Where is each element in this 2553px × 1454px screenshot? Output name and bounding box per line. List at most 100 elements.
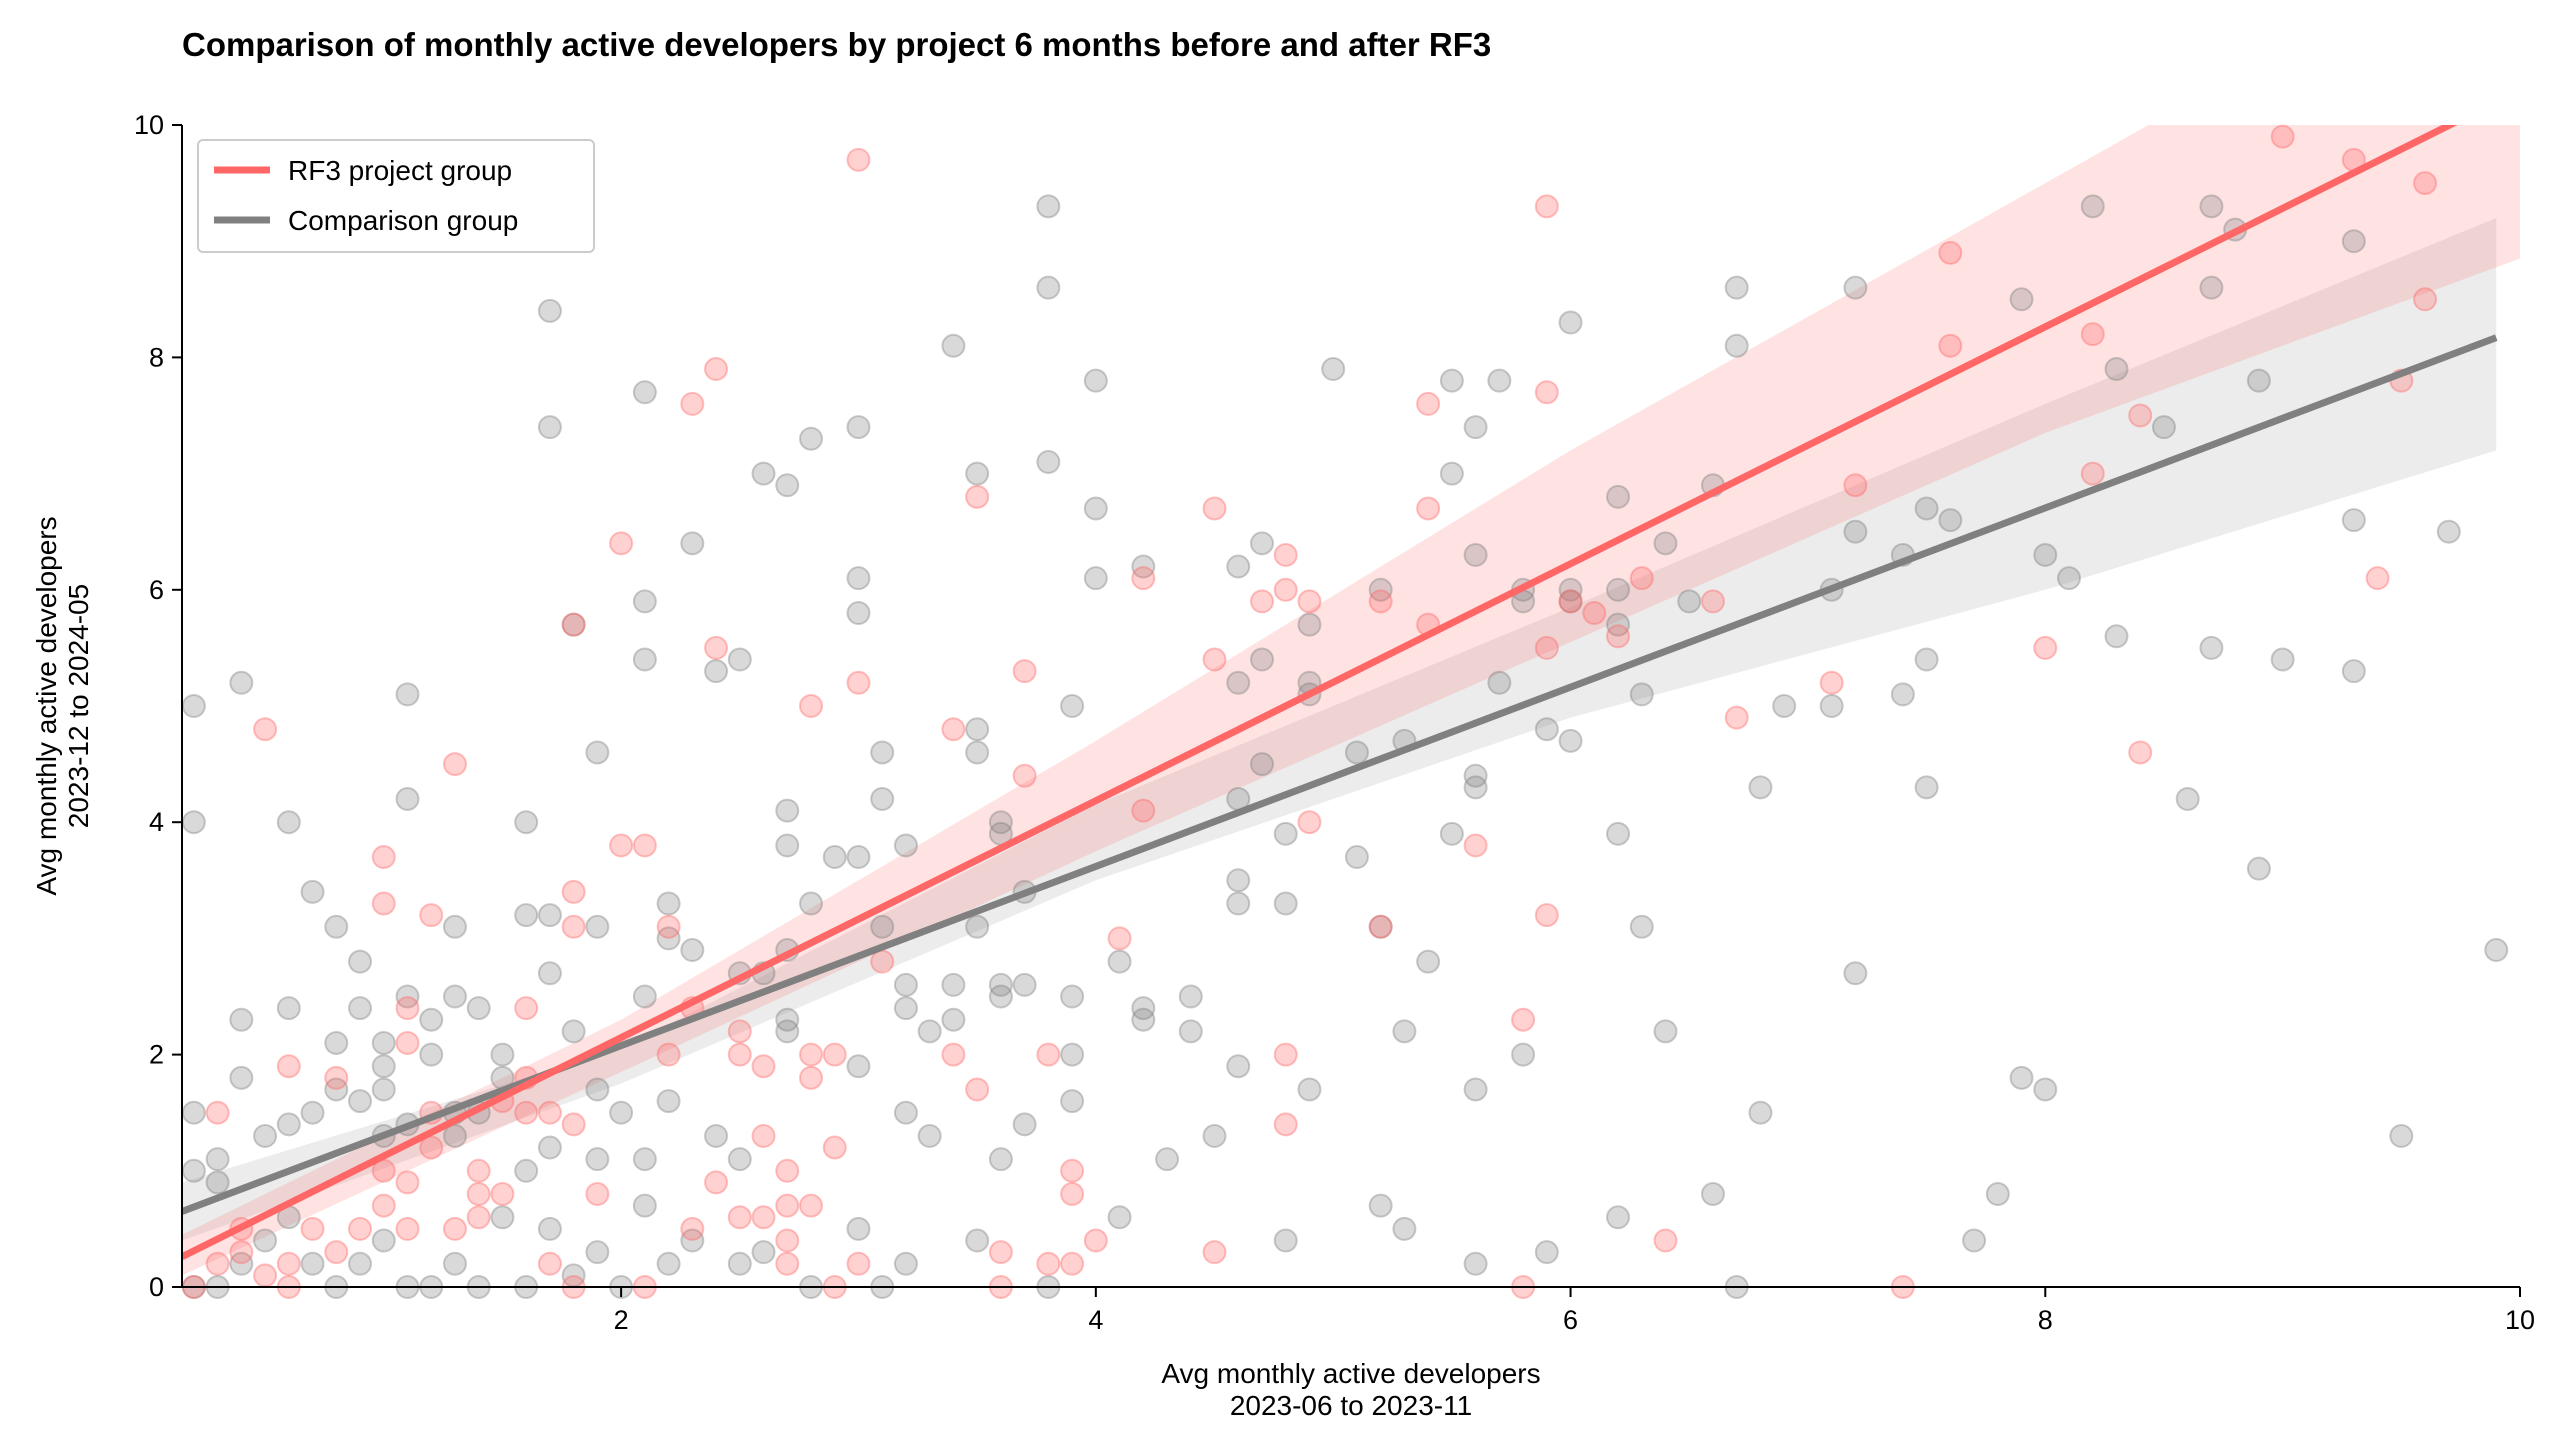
data-point-series-1 <box>205 1170 230 1195</box>
data-point-series-0 <box>490 1182 515 1207</box>
data-point-series-1 <box>1700 1182 1725 1207</box>
data-point-series-0 <box>1724 705 1749 730</box>
data-point-series-0 <box>680 391 705 416</box>
data-point-series-0 <box>1653 1228 1678 1253</box>
data-point-series-0 <box>229 1240 254 1265</box>
data-point-series-0 <box>1273 577 1298 602</box>
data-point-series-1 <box>2484 938 2509 963</box>
data-point-series-1 <box>2009 287 2034 312</box>
data-point-series-1 <box>1060 984 1085 1009</box>
data-point-series-0 <box>846 147 871 172</box>
data-point-series-0 <box>775 1228 800 1253</box>
data-point-series-1 <box>395 786 420 811</box>
data-point-series-1 <box>1463 775 1488 800</box>
data-point-series-1 <box>1843 961 1868 986</box>
data-point-series-1 <box>537 961 562 986</box>
data-point-series-0 <box>988 1240 1013 1265</box>
data-point-series-1 <box>1606 612 1631 637</box>
data-point-series-1 <box>2033 542 2058 567</box>
data-point-series-0 <box>704 1170 729 1195</box>
data-point-series-0 <box>561 612 586 637</box>
data-point-series-1 <box>1487 670 1512 695</box>
data-point-series-1 <box>1439 821 1464 846</box>
data-point-series-1 <box>514 810 539 835</box>
ci-band-series-1 <box>182 217 2497 1241</box>
data-point-series-1 <box>2436 519 2461 544</box>
data-point-series-1 <box>514 1158 539 1183</box>
data-point-series-0 <box>466 1158 491 1183</box>
data-point-series-0 <box>656 1042 681 1067</box>
data-point-series-1 <box>1226 554 1251 579</box>
data-point-series-1 <box>1273 821 1298 846</box>
y-tick-label: 8 <box>149 342 164 372</box>
data-point-series-1 <box>1392 1216 1417 1241</box>
data-point-series-0 <box>1273 542 1298 567</box>
data-point-series-1 <box>1344 845 1369 870</box>
data-point-series-1 <box>965 740 990 765</box>
data-point-series-1 <box>727 647 752 672</box>
data-point-series-0 <box>1036 1042 1061 1067</box>
data-point-series-1 <box>229 1251 254 1276</box>
data-point-series-1 <box>917 1123 942 1148</box>
data-point-series-1 <box>348 996 373 1021</box>
axes: 2 4 6 8 10 0 2 4 6 8 10 Avg monthly active develope… <box>31 110 2535 1421</box>
data-point-series-1 <box>988 984 1013 1009</box>
data-point-series-1 <box>1368 914 1393 939</box>
data-point-series-0 <box>609 833 634 858</box>
data-point-series-1 <box>585 914 610 939</box>
data-point-series-1 <box>585 1147 610 1172</box>
data-point-series-1 <box>1748 1100 1773 1125</box>
data-point-series-1 <box>941 972 966 997</box>
data-point-series-0 <box>775 1193 800 1218</box>
data-point-series-1 <box>561 612 586 637</box>
data-point-series-1 <box>371 1228 396 1253</box>
data-point-series-1 <box>2080 194 2105 219</box>
data-point-series-1 <box>1416 949 1441 974</box>
data-point-series-1 <box>775 1019 800 1044</box>
data-point-series-1 <box>609 1100 634 1125</box>
data-point-series-1 <box>1724 333 1749 358</box>
data-point-series-0 <box>1558 589 1583 614</box>
data-point-series-0 <box>941 717 966 742</box>
data-point-series-1 <box>2057 566 2082 591</box>
data-point-series-1 <box>632 984 657 1009</box>
data-point-series-1 <box>181 694 206 718</box>
data-point-series-1 <box>2389 1123 2414 1148</box>
data-point-series-0 <box>300 1216 325 1241</box>
data-point-series-0 <box>348 1216 373 1241</box>
data-point-series-0 <box>1297 589 1322 614</box>
data-point-series-1 <box>1392 1019 1417 1044</box>
data-point-series-1 <box>1131 554 1156 579</box>
data-point-series-0 <box>2033 635 2058 660</box>
data-point-series-1 <box>1511 1042 1536 1067</box>
data-point-series-0 <box>2128 740 2153 765</box>
data-point-series-0 <box>1534 194 1559 219</box>
data-point-series-0 <box>941 1042 966 1067</box>
y-tick-label: 2 <box>149 1040 164 1070</box>
data-point-series-0 <box>2270 124 2295 149</box>
data-point-series-1 <box>1060 1089 1085 1114</box>
data-point-series-0 <box>395 1170 420 1195</box>
data-point-series-0 <box>1606 624 1631 649</box>
data-point-series-0 <box>1463 833 1488 858</box>
data-point-series-1 <box>2199 635 2224 660</box>
data-point-series-1 <box>537 1216 562 1241</box>
data-point-series-1 <box>324 1030 349 1055</box>
data-point-series-1 <box>276 996 301 1021</box>
data-point-series-1 <box>1226 670 1251 695</box>
data-point-series-1 <box>1724 275 1749 300</box>
data-point-series-0 <box>1297 810 1322 835</box>
data-point-series-1 <box>1653 531 1678 556</box>
data-point-series-0 <box>1131 798 1156 823</box>
y-tick-label: 4 <box>149 807 164 837</box>
data-point-series-0 <box>1416 496 1441 521</box>
data-point-series-1 <box>1606 1205 1631 1230</box>
data-point-series-1 <box>1606 577 1631 602</box>
data-point-series-1 <box>1463 1251 1488 1276</box>
data-point-series-0 <box>2080 461 2105 486</box>
data-point-series-0 <box>205 1251 230 1276</box>
data-point-series-0 <box>253 717 278 742</box>
data-point-series-0 <box>680 1216 705 1241</box>
data-point-series-1 <box>2151 415 2176 440</box>
data-point-series-1 <box>1012 1112 1037 1137</box>
